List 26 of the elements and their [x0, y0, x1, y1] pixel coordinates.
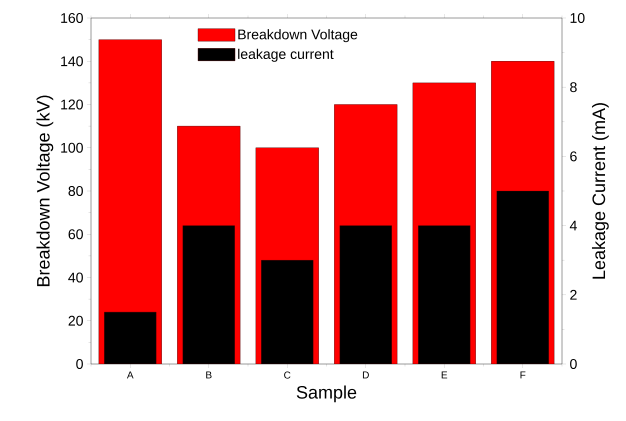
- y2-tick-label: 6: [570, 151, 577, 162]
- y-tick-label: 0: [76, 359, 83, 369]
- y2-tick-label: 10: [570, 13, 585, 23]
- x-tick-label: D: [362, 372, 369, 378]
- x-tick-label: F: [520, 372, 526, 378]
- y-tick-label: 140: [61, 56, 83, 66]
- y-tick-label: 60: [68, 229, 83, 240]
- x-tick-label: E: [442, 372, 448, 378]
- y2-tick-label: 8: [570, 82, 577, 92]
- y2-tick-label: 2: [570, 290, 577, 300]
- legend-label: Breakdown Voltage: [238, 29, 358, 42]
- legend-label: leakage current: [238, 48, 334, 62]
- y2-axis-title: Leakage Current (mA): [592, 103, 609, 279]
- y-axis-title: Breakdown Voltage (kV): [36, 96, 54, 286]
- y2-tick-label: 4: [570, 220, 577, 230]
- x-tick-label: A: [126, 372, 134, 378]
- y-tick-label: 100: [61, 142, 83, 153]
- y-tick-label: 20: [68, 316, 83, 326]
- x-axis-title: Sample: [296, 385, 356, 402]
- x-tick-label: C: [284, 372, 290, 379]
- y-tick-label: 120: [61, 100, 83, 110]
- y2-tick-label: 0: [570, 359, 577, 369]
- x-tick-label: B: [206, 372, 212, 378]
- y-tick-label: 40: [68, 272, 83, 282]
- y-tick-label: 80: [68, 186, 83, 196]
- y-tick-label: 160: [61, 13, 83, 23]
